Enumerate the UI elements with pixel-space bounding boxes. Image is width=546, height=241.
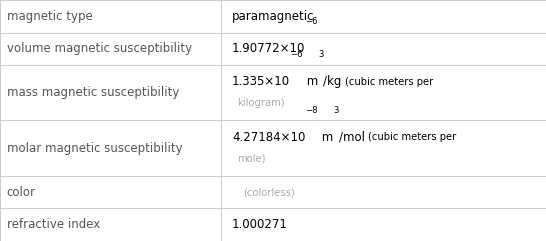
Text: paramagnetic: paramagnetic [232,10,314,23]
Text: 4.27184×10: 4.27184×10 [232,131,305,144]
Text: molar magnetic susceptibility: molar magnetic susceptibility [7,142,182,155]
Text: mass magnetic susceptibility: mass magnetic susceptibility [7,86,179,99]
Text: (cubic meters per: (cubic meters per [369,132,456,142]
Text: kilogram): kilogram) [238,98,285,108]
Text: −8: −8 [305,106,318,114]
Text: −6: −6 [305,17,318,26]
Text: 3: 3 [318,50,323,59]
Text: color: color [7,186,35,199]
Text: /kg: /kg [323,75,346,88]
Text: volume magnetic susceptibility: volume magnetic susceptibility [7,42,192,55]
Text: 1.000271: 1.000271 [232,218,288,231]
Text: −6: −6 [290,50,302,59]
Text: 1.90772×10: 1.90772×10 [232,42,305,55]
Text: m: m [302,75,318,88]
Text: magnetic type: magnetic type [7,10,92,23]
Text: (cubic meters per: (cubic meters per [346,77,434,87]
Text: m: m [318,131,333,144]
Text: refractive index: refractive index [7,218,100,231]
Text: /mol: /mol [339,131,369,144]
Text: 1.335×10: 1.335×10 [232,75,290,88]
Text: 3: 3 [333,106,339,114]
Text: mole): mole) [238,153,266,163]
Text: (colorless): (colorless) [243,187,295,197]
